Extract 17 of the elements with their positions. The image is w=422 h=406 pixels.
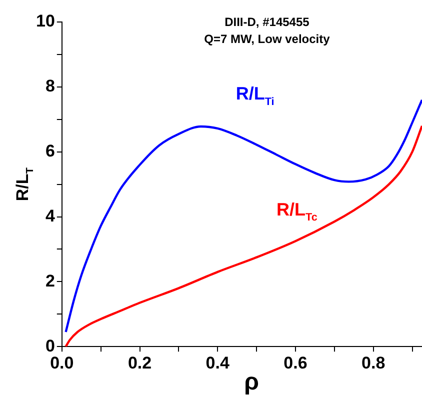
x-axis-title: ρ [244,368,259,396]
y-tick-label: 6 [45,142,55,161]
x-tick-label: 0.0 [50,353,74,372]
x-tick-label: 0.8 [362,353,386,372]
y-tick-label: 4 [45,206,56,226]
y-tick-label: 8 [45,76,55,96]
line-series [64,124,422,347]
chart-title: DIII-D, #145455 [224,15,310,29]
y-tick-label: 10 [36,12,55,31]
x-tick-label: 0.4 [206,353,230,372]
y-tick-label: 0 [45,336,55,356]
line-series [64,98,422,334]
y-axis-title: R/LT [13,166,36,202]
y-tick-label: 2 [45,271,55,290]
x-tick-label: 0.2 [128,353,152,372]
text: Q=7 MW, Low velocity [204,32,330,46]
x-tick-label: 0.6 [284,353,308,372]
